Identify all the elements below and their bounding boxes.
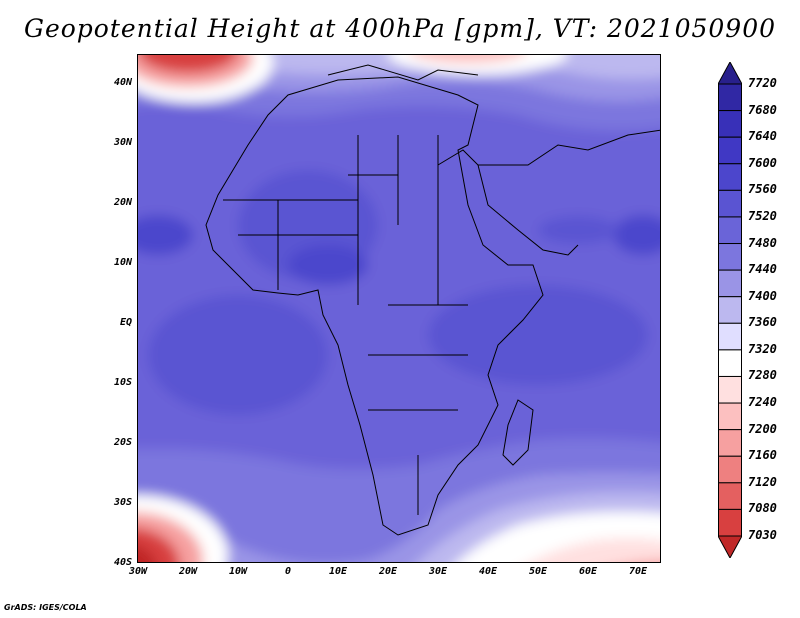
colorbar-level-label: 7160 — [748, 448, 777, 463]
latitude-tick-label: 10N — [113, 257, 132, 268]
longitude-tick-label: 70E — [628, 566, 648, 577]
colorbar-swatch — [718, 163, 742, 191]
colorbar-swatch — [718, 136, 742, 165]
colorbar-swatch — [718, 429, 742, 457]
height-field-map — [138, 55, 660, 562]
colorbar-swatch — [718, 482, 742, 510]
longitude-tick-label: 30E — [428, 566, 448, 577]
latitude-tick-label: EQ — [119, 317, 132, 328]
longitude-tick-label: 10E — [328, 566, 348, 577]
colorbar-swatch — [718, 83, 742, 112]
colorbar — [718, 62, 742, 558]
colorbar-level-label: 7520 — [748, 208, 777, 223]
colorbar-level-label: 7560 — [748, 182, 777, 197]
colorbar-swatch — [718, 189, 742, 218]
colorbar-top-arrow — [718, 62, 742, 85]
colorbar-level-label: 7680 — [748, 102, 777, 117]
colorbar-swatch — [718, 375, 742, 404]
colorbar-level-label: 7360 — [748, 315, 777, 330]
colorbar-level-label: 7280 — [748, 368, 777, 383]
colorbar-swatch — [718, 216, 742, 245]
colorbar-swatch — [718, 296, 742, 324]
colorbar-level-label: 7600 — [748, 155, 777, 170]
coastlines — [205, 64, 660, 536]
longitude-tick-label: 0 — [284, 566, 292, 577]
latitude-tick-label: 30S — [113, 497, 132, 508]
colorbar-swatch — [718, 110, 742, 138]
colorbar-swatch — [718, 508, 742, 537]
latitude-tick-label: 30N — [113, 137, 132, 148]
colorbar-swatch — [718, 455, 742, 484]
colorbar-swatch — [718, 402, 742, 431]
colorbar-level-label: 7720 — [748, 76, 777, 90]
colorbar-level-label: 7120 — [748, 474, 777, 489]
shading-layer — [138, 55, 660, 562]
map-area — [137, 54, 661, 563]
colorbar-level-label: 7400 — [748, 288, 777, 303]
colorbar-swatch — [718, 349, 742, 377]
colorbar-level-label: 7200 — [748, 421, 777, 436]
colorbar-swatch — [718, 269, 742, 298]
colorbar-swatch — [718, 243, 742, 271]
colorbar-level-label: 7030 — [748, 528, 777, 542]
map-title: Geopotential Height at 400hPa [gpm], VT:… — [23, 14, 777, 43]
credit-text: GrADS: IGES/COLA — [4, 603, 87, 612]
longitude-tick-label: 20E — [378, 566, 398, 577]
latitude-tick-label: 10S — [113, 377, 132, 388]
longitude-tick-label: 60E — [578, 566, 598, 577]
latitude-tick-label: 40N — [113, 77, 132, 88]
longitude-tick-label: 30W — [128, 566, 148, 577]
colorbar-swatch — [718, 322, 742, 351]
colorbar-level-label: 7240 — [748, 395, 777, 410]
colorbar-level-label: 7320 — [748, 341, 777, 356]
longitude-tick-label: 10W — [228, 566, 248, 577]
colorbar-level-label: 7440 — [748, 262, 777, 277]
latitude-tick-label: 20S — [113, 437, 132, 448]
colorbar-level-label: 7080 — [748, 501, 777, 516]
latitude-tick-label: 20N — [113, 197, 132, 208]
longitude-tick-label: 20W — [178, 566, 198, 577]
colorbar-level-label: 7480 — [748, 235, 777, 250]
latitude-tick-label: 40S — [113, 557, 132, 568]
colorbar-bottom-arrow — [718, 535, 742, 558]
colorbar-level-label: 7640 — [748, 129, 777, 144]
longitude-tick-label: 40E — [478, 566, 498, 577]
longitude-tick-label: 50E — [528, 566, 548, 577]
